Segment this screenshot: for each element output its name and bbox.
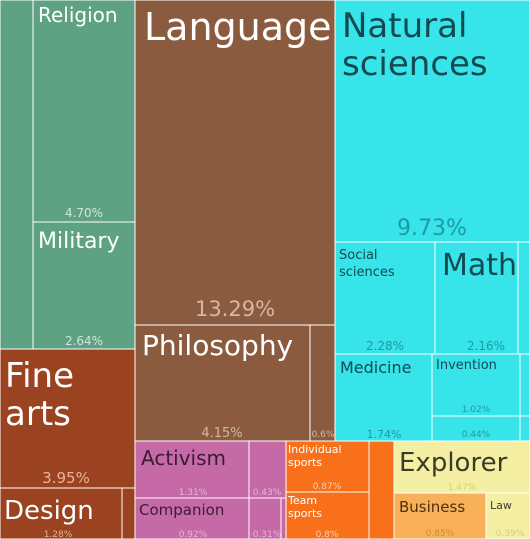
tile-philosophy: Philosophy 4.15%: [134, 324, 311, 442]
tile-activism: Activism 1.31%: [134, 440, 250, 499]
tile-military-rect: [32, 221, 136, 350]
tile-companion-rect: [134, 497, 250, 539]
tile-orange-small-a-rect: [368, 440, 395, 539]
tile-language-rect: [134, 0, 336, 326]
tile-natural-sciences-rect: [334, 0, 530, 243]
tile-language-value: 13.29%: [195, 297, 275, 321]
tile-explorer: Explorer 1.47%: [393, 440, 530, 494]
tile-design-rect: [0, 487, 123, 539]
tile-magenta-small-b-rect: [248, 497, 287, 539]
tile-cyan-small-c-rect: [519, 353, 530, 417]
tile-companion-value: 0.92%: [179, 530, 208, 539]
tile-natural-sciences: Natural sciences 9.73%: [334, 0, 530, 243]
tile-business-label: Business: [399, 498, 465, 516]
tile-activism-value: 1.31%: [179, 488, 208, 498]
tile-magenta-small-b-value: 0.31%: [253, 530, 282, 539]
tile-business: Business 0.85%: [393, 492, 487, 539]
tile-religion: Religion 4.70%: [32, 0, 136, 223]
tile-language: Language 13.29%: [134, 0, 336, 326]
tile-invention-rect: [431, 353, 521, 417]
tile-military: Military 2.64%: [32, 221, 136, 350]
tile-brown-small: 0.6%: [309, 324, 336, 442]
tile-cyan-small-d: [519, 415, 530, 442]
tile-religion-label: Religion: [38, 3, 118, 27]
tile-companion-label: Companion: [139, 501, 224, 519]
tile-law-value: 0.39%: [496, 529, 525, 539]
tile-companion: Companion 0.92%: [134, 497, 250, 539]
tile-design-label: Design: [4, 496, 94, 526]
tile-magenta-small-c-rect: [280, 497, 287, 539]
tile-rust-small-rect: [121, 487, 136, 539]
tile-law-label: Law: [490, 499, 512, 512]
tile-explorer-rect: [393, 440, 530, 494]
tile-activism-label: Activism: [141, 446, 226, 470]
tile-brown-small-value: 0.6%: [312, 430, 335, 440]
tile-magenta-small-c: [280, 497, 287, 539]
tile-explorer-value: 1.47%: [448, 483, 477, 493]
tile-magenta-small-a-value: 0.43%: [253, 488, 282, 498]
tile-social-sciences-label: Social sciences: [339, 248, 395, 280]
tile-social-sciences-rect: [334, 241, 436, 355]
tile-invention: Invention 1.02%: [431, 353, 521, 417]
tile-cyan-small-c: [519, 353, 530, 417]
tile-law-rect: [485, 492, 530, 539]
tile-individual-sports-label: Individual sports: [288, 443, 342, 469]
tile-medicine-value: 1.74%: [367, 428, 402, 441]
tile-business-rect: [393, 492, 487, 539]
tile-cyan-small-b-rect: [431, 415, 521, 442]
tile-math-value: 2.16%: [467, 339, 505, 353]
tile-team-sports-value: 0.8%: [316, 530, 339, 539]
tile-social-sciences-value: 2.28%: [366, 339, 404, 353]
tile-cyan-small-b-value: 0.44%: [462, 430, 491, 440]
tile-medicine: Medicine 1.74%: [334, 353, 433, 442]
tile-invention-value: 1.02%: [462, 405, 491, 415]
tile-fine-arts: Fine arts 3.95%: [0, 348, 136, 489]
tile-military-value: 2.64%: [65, 334, 103, 348]
tile-math: Math 2.16%: [434, 241, 519, 355]
tile-medicine-rect: [334, 353, 433, 442]
tile-individual-sports-rect: [285, 440, 370, 493]
tile-philosophy-label: Philosophy: [142, 329, 293, 362]
tile-natural-sciences-label: Natural sciences: [342, 6, 488, 84]
tile-social-sciences: Social sciences 2.28%: [334, 241, 436, 355]
tile-explorer-label: Explorer: [399, 448, 508, 478]
tile-business-value: 0.85%: [426, 529, 455, 539]
tile-team-sports-label: Team sports: [287, 494, 322, 520]
tile-rust-small: [121, 487, 136, 539]
tile-fine-arts-value: 3.95%: [42, 469, 90, 487]
tile-math-label: Math: [442, 248, 517, 283]
tile-cyan-small-a: [517, 241, 530, 355]
tile-philosophy-value: 4.15%: [201, 426, 242, 441]
tile-design-value: 1.28%: [44, 530, 73, 539]
tile-team-sports: Team sports 0.8%: [285, 491, 370, 539]
tile-military-label: Military: [38, 229, 120, 254]
tile-language-label: Language: [144, 5, 332, 49]
tile-religion-rect: [32, 0, 136, 223]
tile-individual-sports: Individual sports 0.87%: [285, 440, 370, 493]
tile-medicine-label: Medicine: [340, 358, 411, 377]
tile-invention-label: Invention: [436, 358, 497, 373]
tile-cyan-small-b: 0.44%: [431, 415, 521, 442]
tile-natural-sciences-value: 9.73%: [397, 216, 467, 241]
tile-individual-sports-value: 0.87%: [313, 482, 342, 492]
tile-brown-small-rect: [309, 324, 336, 442]
tile-teal-unlabeled: [0, 0, 34, 350]
tile-activism-rect: [134, 440, 250, 499]
tile-fine-arts-rect: [0, 348, 136, 489]
tile-law: Law 0.39%: [485, 492, 530, 539]
tile-fine-arts-label: Fine arts: [5, 356, 74, 434]
tile-orange-small-a: [368, 440, 395, 539]
tile-design: Design 1.28%: [0, 487, 123, 539]
tile-math-rect: [434, 241, 519, 355]
tile-magenta-small-a: 0.43%: [248, 440, 287, 499]
tile-religion-value: 4.70%: [65, 206, 103, 220]
tile-cyan-small-d-rect: [519, 415, 530, 442]
tile-cyan-small-a-rect: [517, 241, 530, 355]
tile-magenta-small-b: 0.31%: [248, 497, 287, 539]
tile-teal-unlabeled-rect: [0, 0, 34, 350]
